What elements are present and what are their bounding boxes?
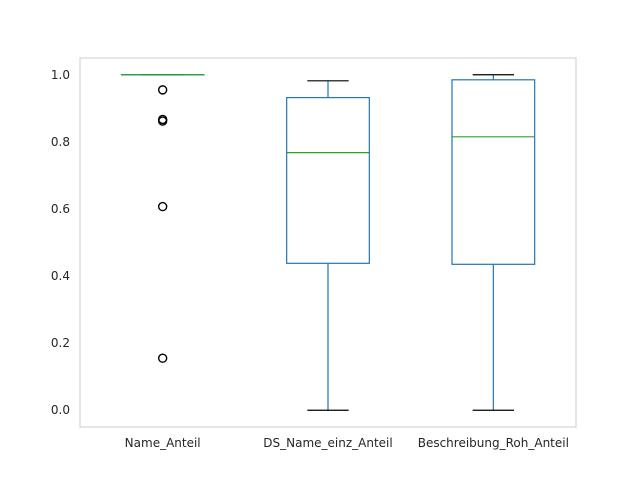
y-tick-label: 0.2 [51, 336, 70, 350]
y-tick-label: 1.0 [51, 68, 70, 82]
y-tick-label: 0.6 [51, 202, 70, 216]
x-axis-ticks: Name_Anteil DS_Name_einz_Anteil Beschreibu… [125, 436, 569, 450]
y-tick-label: 0.8 [51, 135, 70, 149]
y-tick-label: 0.4 [51, 269, 70, 283]
x-tick-label-name-anteil: Name_Anteil [125, 436, 201, 450]
x-tick-label-ds-name-einz-anteil: DS_Name_einz_Anteil [263, 436, 392, 450]
x-tick-label-beschreibung-roh-anteil: Beschreibung_Roh_Anteil [418, 436, 569, 450]
y-tick-label: 0.0 [51, 403, 70, 417]
